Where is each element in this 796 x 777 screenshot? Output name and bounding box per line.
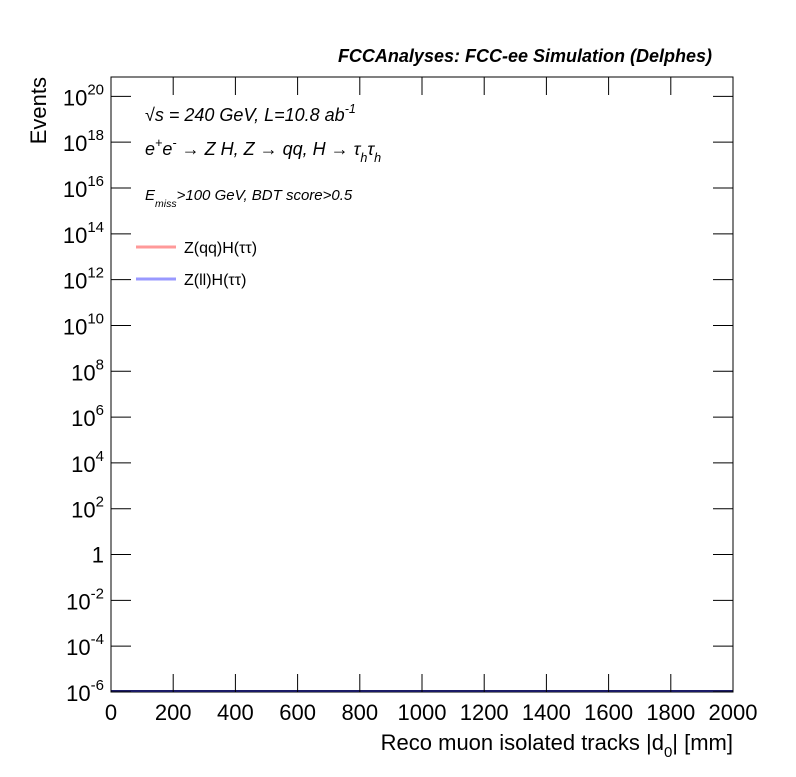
x-tick-label: 600 xyxy=(279,700,316,725)
y-tick-base: 10 xyxy=(71,452,95,477)
annotation: Emiss>100 GeV, BDT score>0.5 xyxy=(145,187,353,210)
annotation-part: τ xyxy=(367,139,375,159)
y-tick-label: 104 xyxy=(71,448,104,477)
x-axis-label-sub: 0 xyxy=(664,744,672,761)
y-tick-base: 10 xyxy=(63,177,87,202)
y-tick-exponent: 14 xyxy=(87,219,104,236)
y-tick-exponent: 12 xyxy=(87,265,104,282)
y-tick-label: 1018 xyxy=(63,127,104,156)
y-tick-label: 106 xyxy=(71,402,104,431)
annotation-part: + xyxy=(155,136,162,150)
x-tick-label: 1800 xyxy=(646,700,695,725)
y-tick-base: 10 xyxy=(63,223,87,248)
y-tick-label: 102 xyxy=(71,494,104,523)
y-tick-label: 1016 xyxy=(63,173,104,202)
y-tick-base: 10 xyxy=(71,498,95,523)
annotation-part: miss xyxy=(155,198,177,210)
annotation-part: → Z H, Z → qq, H → τ xyxy=(177,139,362,159)
annotation-part: E xyxy=(145,187,156,204)
y-tick-exponent: 6 xyxy=(96,402,104,419)
y-tick-label: 1010 xyxy=(63,310,104,339)
annotation-part: - xyxy=(172,136,176,150)
y-tick-label: 1020 xyxy=(63,81,104,110)
x-tick-label: 1000 xyxy=(398,700,447,725)
y-tick-exponent: 16 xyxy=(87,173,104,190)
annotation: e+e- → Z H, Z → qq, H → τhτh xyxy=(145,136,381,165)
y-tick-base: 10 xyxy=(66,589,90,614)
y-tick-exponent: 10 xyxy=(87,310,104,327)
y-tick-label: 1 xyxy=(92,543,104,568)
y-tick-label: 10-4 xyxy=(66,631,104,660)
annotation-part: e xyxy=(162,139,172,159)
y-tick-label: 108 xyxy=(71,356,104,385)
y-tick-label: 10-2 xyxy=(66,585,104,614)
x-tick-label: 400 xyxy=(217,700,254,725)
y-tick-exponent: -2 xyxy=(91,585,104,602)
y-tick-base: 10 xyxy=(63,85,87,110)
annotation-part: >100 GeV, BDT score>0.5 xyxy=(177,187,353,204)
x-tick-label: 1200 xyxy=(460,700,509,725)
y-tick-base: 10 xyxy=(63,131,87,156)
x-tick-label: 0 xyxy=(105,700,117,725)
annotation: √s = 240 GeV, L=10.8 ab-1 xyxy=(145,102,356,125)
chart-title: FCCAnalyses: FCC-ee Simulation (Delphes) xyxy=(338,46,712,66)
x-axis-label-text: Reco muon isolated tracks |d xyxy=(381,730,664,755)
y-tick-label: 1012 xyxy=(63,265,104,294)
y-tick-exponent: 18 xyxy=(87,127,104,144)
y-tick-base: 10 xyxy=(66,681,90,706)
y-tick-base: 10 xyxy=(71,406,95,431)
annotation-part: √s = 240 GeV, L=10.8 ab xyxy=(145,105,345,125)
x-tick-label: 2000 xyxy=(709,700,758,725)
y-tick-label: 10-6 xyxy=(66,677,104,706)
x-tick-label: 200 xyxy=(155,700,192,725)
annotation-part: -1 xyxy=(345,102,356,116)
y-tick-exponent: 8 xyxy=(96,356,104,373)
x-tick-label: 1600 xyxy=(584,700,633,725)
y-tick-exponent: 4 xyxy=(96,448,104,465)
y-tick-base: 10 xyxy=(63,269,87,294)
legend-label: Z(qq)H(ττ) xyxy=(184,240,257,257)
x-tick-label: 1400 xyxy=(522,700,571,725)
annotation-part: h xyxy=(374,151,381,165)
x-axis-label: Reco muon isolated tracks |d0| [mm] xyxy=(381,730,733,761)
y-tick-base: 10 xyxy=(71,360,95,385)
y-tick-base: 10 xyxy=(63,314,87,339)
annotation-part: h xyxy=(360,151,367,165)
y-tick-exponent: -4 xyxy=(91,631,104,648)
x-axis-label-end: | [mm] xyxy=(672,730,733,755)
legend-label: Z(ll)H(ττ) xyxy=(184,272,246,289)
y-tick-exponent: 2 xyxy=(96,494,104,511)
y-tick-exponent: -6 xyxy=(91,677,104,694)
y-tick-exponent: 20 xyxy=(87,81,104,98)
y-tick-base: 10 xyxy=(66,635,90,660)
y-axis-label: Events xyxy=(26,77,51,144)
x-tick-label: 800 xyxy=(341,700,378,725)
annotation-part: e xyxy=(145,139,155,159)
y-tick-label: 1014 xyxy=(63,219,104,248)
